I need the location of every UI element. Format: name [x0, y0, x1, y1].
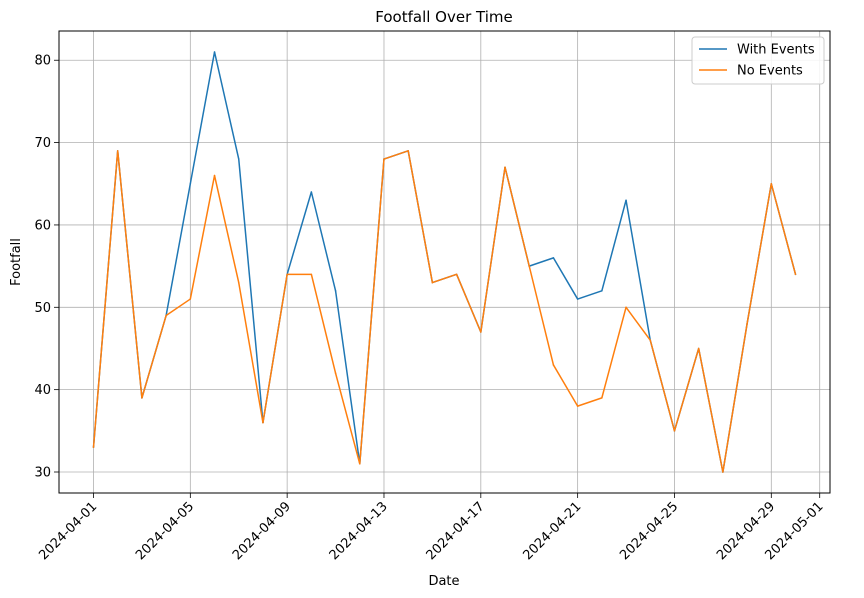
data-point — [237, 281, 240, 284]
data-point — [746, 323, 748, 325]
data-point — [504, 166, 506, 169]
legend-label-1: No Events — [737, 64, 803, 79]
data-point — [310, 191, 313, 193]
data-point — [237, 158, 240, 160]
y-tick-label: 80 — [34, 54, 51, 69]
data-point — [383, 158, 385, 160]
data-point — [552, 257, 555, 259]
data-point — [455, 273, 458, 276]
data-point — [552, 364, 555, 366]
data-point — [189, 298, 192, 300]
x-tick-label: 2024-04-17 — [424, 499, 488, 563]
plot-frame — [58, 30, 831, 494]
series-line-0 — [92, 51, 797, 473]
x-axis-label: Date — [428, 574, 459, 589]
data-point — [722, 471, 724, 473]
x-tick-label: 2024-04-13 — [327, 499, 391, 563]
series-lines — [92, 51, 797, 473]
y-tick-label: 40 — [34, 383, 51, 398]
data-point — [431, 281, 434, 284]
grid — [59, 31, 830, 493]
x-tick-label: 2024-04-09 — [230, 499, 294, 563]
x-tick-label: 2024-04-21 — [520, 499, 584, 563]
chart-title: Footfall Over Time — [375, 8, 512, 26]
data-point — [262, 421, 264, 424]
data-point — [189, 183, 192, 185]
data-point — [601, 290, 603, 292]
legend-label-0: With Events — [737, 43, 815, 58]
data-point — [794, 273, 797, 276]
y-tick-label: 50 — [34, 301, 51, 316]
data-point — [625, 199, 627, 201]
data-point — [576, 298, 579, 300]
data-point — [116, 150, 119, 152]
data-point — [334, 372, 337, 374]
data-point — [576, 405, 579, 407]
data-point — [165, 314, 167, 317]
x-tick-label: 2024-04-05 — [133, 499, 197, 563]
x-axis-ticks: 2024-04-01 2024-04-05 2024-04-09 2024-04-13… — [36, 493, 827, 563]
data-point — [334, 290, 337, 292]
data-point — [528, 265, 530, 267]
y-tick-label: 60 — [34, 218, 51, 233]
data-point — [407, 150, 409, 152]
data-point — [141, 397, 143, 399]
legend: With Events No Events — [691, 36, 825, 85]
data-point — [480, 331, 482, 333]
x-tick-label: 2024-04-01 — [36, 499, 100, 563]
data-point — [625, 306, 627, 309]
data-point — [213, 174, 216, 177]
x-tick-label: 2024-04-25 — [617, 499, 681, 563]
data-point — [770, 183, 773, 185]
series-line-1 — [92, 150, 797, 473]
y-axis-label: Footfall — [9, 238, 24, 286]
y-tick-label: 30 — [34, 466, 51, 481]
data-point — [673, 430, 676, 432]
data-point — [601, 397, 603, 399]
data-point — [213, 51, 216, 53]
data-point — [310, 273, 313, 276]
data-point — [359, 463, 361, 465]
data-point — [92, 446, 95, 449]
y-tick-label: 70 — [34, 136, 51, 151]
data-point — [286, 273, 288, 276]
y-axis-ticks: 30 40 50 60 70 80 — [34, 54, 59, 481]
data-point — [697, 347, 700, 350]
data-point — [649, 339, 652, 341]
